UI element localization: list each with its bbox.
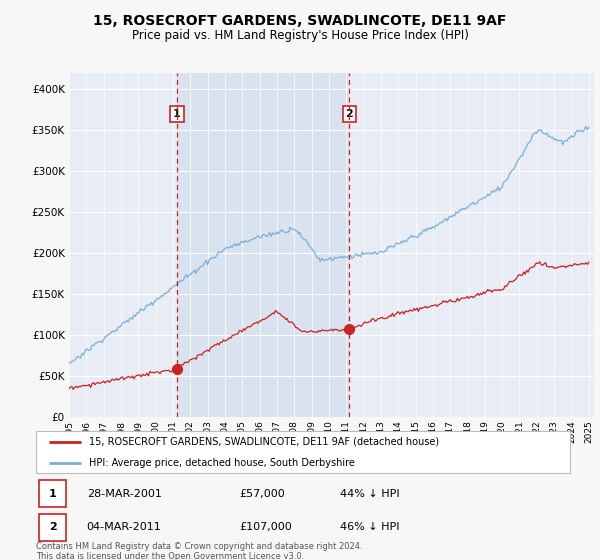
Bar [177, 73, 349, 417]
Text: £107,000: £107,000 [239, 522, 292, 533]
Text: 1: 1 [49, 488, 56, 498]
Text: HPI: Average price, detached house, South Derbyshire: HPI: Average price, detached house, Sout… [89, 458, 355, 468]
Text: £57,000: £57,000 [239, 488, 284, 498]
Text: Price paid vs. HM Land Registry's House Price Index (HPI): Price paid vs. HM Land Registry's House … [131, 29, 469, 42]
FancyBboxPatch shape [38, 480, 67, 507]
Text: 04-MAR-2011: 04-MAR-2011 [87, 522, 161, 533]
FancyBboxPatch shape [38, 514, 67, 541]
Text: 1: 1 [173, 109, 181, 119]
Text: 2: 2 [49, 522, 56, 533]
Text: 44% ↓ HPI: 44% ↓ HPI [340, 488, 400, 498]
Text: Contains HM Land Registry data © Crown copyright and database right 2024.
This d: Contains HM Land Registry data © Crown c… [36, 542, 362, 560]
FancyBboxPatch shape [36, 431, 570, 473]
Text: 2: 2 [345, 109, 353, 119]
Text: 28-MAR-2001: 28-MAR-2001 [87, 488, 161, 498]
Text: 15, ROSECROFT GARDENS, SWADLINCOTE, DE11 9AF (detached house): 15, ROSECROFT GARDENS, SWADLINCOTE, DE11… [89, 437, 440, 447]
Text: 46% ↓ HPI: 46% ↓ HPI [340, 522, 400, 533]
Text: 15, ROSECROFT GARDENS, SWADLINCOTE, DE11 9AF: 15, ROSECROFT GARDENS, SWADLINCOTE, DE11… [94, 14, 506, 28]
